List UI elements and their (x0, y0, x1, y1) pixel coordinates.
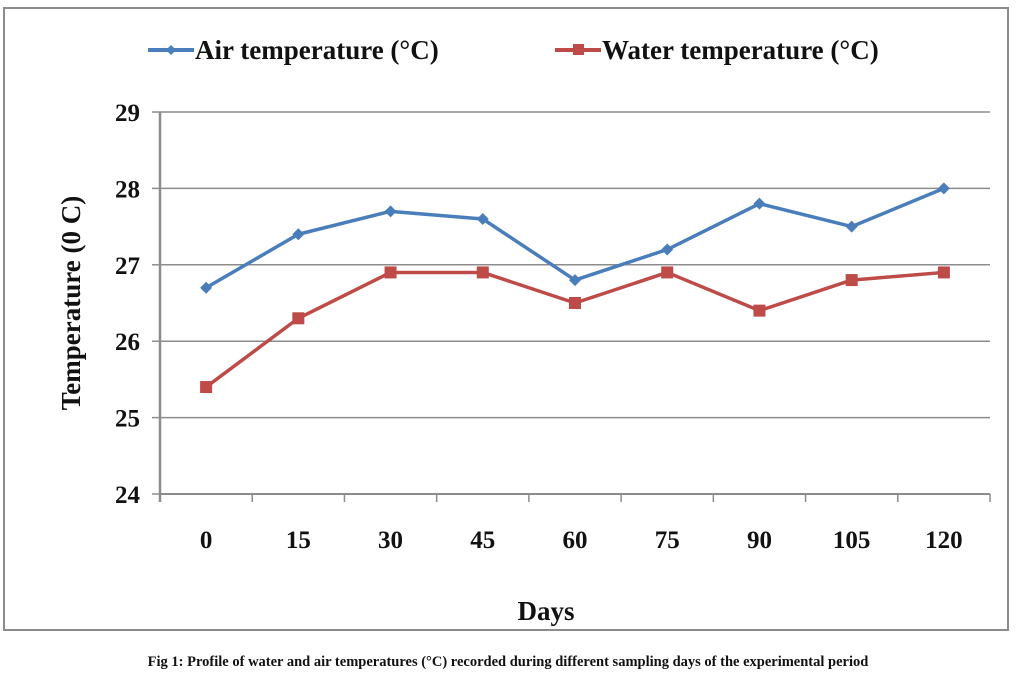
data-point-square (476, 266, 489, 279)
legend-label: Water temperature (°C) (602, 35, 879, 65)
data-point-diamond (937, 182, 950, 195)
data-point-square (845, 274, 858, 287)
x-tick-label: 90 (747, 527, 772, 554)
data-point-diamond (569, 274, 581, 287)
x-tick-label: 105 (833, 527, 871, 554)
x-tick-labels: 0 15 30 45 60 75 90 105 120 (200, 527, 963, 554)
series-water-temperature (200, 266, 950, 394)
x-tick-label: 120 (925, 527, 963, 554)
series-lines (200, 182, 950, 394)
data-point-square (661, 266, 674, 279)
data-point-diamond (292, 228, 305, 241)
x-axis-title: Days (517, 596, 574, 626)
gridlines (160, 111, 990, 419)
y-tick-label: 27 (115, 253, 140, 280)
data-point-diamond (476, 212, 489, 225)
data-point-square (753, 304, 766, 317)
figure-caption: Fig 1: Profile of water and air temperat… (147, 654, 869, 670)
data-point-square (384, 266, 397, 279)
data-point-diamond (753, 197, 766, 210)
data-point-diamond (200, 281, 213, 294)
x-tick-label: 60 (563, 527, 588, 554)
y-tick-label: 28 (115, 176, 140, 203)
y-tick-labels: 24 25 26 27 28 29 (115, 100, 141, 509)
data-point-square (292, 312, 305, 325)
data-point-diamond (384, 205, 397, 218)
data-point-diamond (661, 243, 674, 256)
x-tick-label: 15 (286, 527, 311, 554)
x-tick-label: 45 (470, 527, 495, 554)
y-axis-title: Temperature (0 C) (56, 196, 86, 410)
legend-item: Water temperature (°C) (555, 35, 879, 65)
axes (152, 111, 991, 502)
data-point-square (569, 297, 581, 309)
legend: Air temperature (°C) Water temperature (°… (148, 35, 879, 65)
data-point-square (200, 381, 213, 394)
y-tick-label: 24 (115, 482, 141, 509)
y-tick-label: 29 (115, 100, 140, 127)
chart-frame (3, 7, 1009, 631)
x-tick-label: 0 (200, 527, 213, 554)
series-line (205, 270, 945, 389)
y-tick-label: 25 (115, 406, 140, 433)
legend-marker-square (573, 44, 584, 55)
legend-item: Air temperature (°C) (148, 35, 439, 65)
x-tick-label: 30 (378, 527, 403, 554)
series-line (205, 186, 945, 290)
legend-label: Air temperature (°C) (195, 35, 439, 65)
data-point-square (937, 266, 950, 279)
legend-marker-diamond (166, 45, 176, 55)
x-tick-label: 75 (655, 527, 680, 554)
series-air-temperature (200, 182, 950, 294)
data-point-diamond (845, 220, 858, 233)
y-tick-label: 26 (115, 329, 140, 356)
